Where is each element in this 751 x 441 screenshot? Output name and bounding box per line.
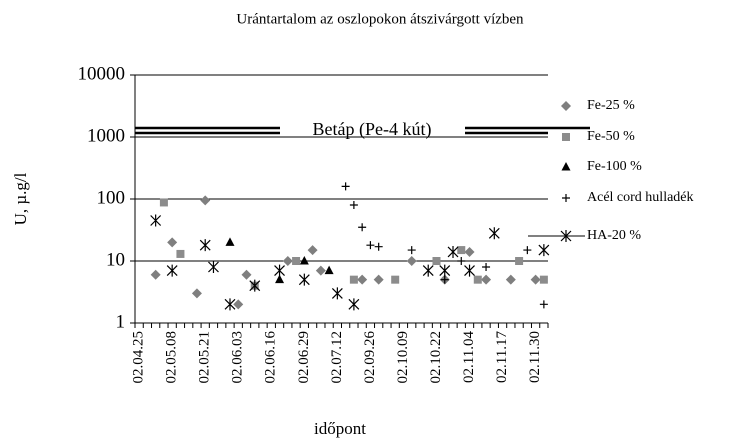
annotation: Betáp (Pe-4 kút)	[313, 119, 432, 140]
point	[249, 279, 261, 292]
point	[224, 298, 236, 311]
point	[199, 239, 211, 252]
point	[167, 237, 178, 248]
y-tick-label: 10000	[78, 63, 126, 84]
x-axis-label: időpont	[314, 419, 366, 438]
x-tick-label: 02.11.04	[461, 331, 477, 383]
y-tick-label: 1000	[87, 125, 125, 146]
point	[282, 256, 293, 266]
x-tick-label: 02.06.16	[263, 331, 279, 384]
legend-marker	[560, 230, 572, 242]
point	[422, 264, 434, 277]
point	[539, 300, 548, 309]
point	[166, 264, 178, 277]
legend-item: Fe-100 %	[561, 159, 642, 174]
point	[349, 275, 358, 284]
point	[358, 223, 367, 232]
point	[357, 274, 368, 285]
x-tick-label: 02.10.22	[428, 331, 444, 384]
point	[457, 246, 466, 255]
point	[292, 257, 301, 265]
point	[464, 264, 475, 277]
point	[324, 265, 334, 275]
legend-label: Acél cord hulladék	[587, 190, 694, 205]
x-tick-label: 02.05.08	[164, 331, 180, 384]
legend-marker	[561, 101, 571, 111]
legend-label: Fe-100 %	[587, 159, 642, 174]
x-tick-label: 02.10.09	[395, 331, 411, 384]
point	[539, 275, 548, 284]
point	[482, 263, 491, 272]
point	[348, 298, 360, 311]
legend-item: Fe-50 %	[562, 129, 635, 144]
point	[407, 246, 416, 255]
point	[299, 256, 309, 265]
point	[176, 249, 185, 258]
x-tick-label: 02.05.21	[197, 331, 213, 384]
point	[488, 227, 500, 240]
point	[200, 195, 211, 206]
chart-title: Urántartalom az oszlopokon átszivárgott …	[236, 11, 524, 27]
y-tick-label: 10	[106, 249, 125, 270]
legend-marker	[562, 194, 570, 202]
point	[432, 257, 441, 265]
x-tick-label: 02.11.17	[494, 331, 510, 383]
point	[473, 275, 482, 284]
point	[298, 273, 310, 286]
annotation-lines	[135, 126, 590, 135]
point	[225, 237, 235, 246]
point	[349, 201, 358, 210]
legend-label: HA-20 %	[587, 228, 641, 243]
point	[274, 264, 285, 277]
point	[233, 299, 244, 310]
x-tick-label: 02.07.12	[329, 331, 345, 384]
point	[464, 246, 475, 257]
point	[481, 274, 492, 285]
point	[457, 257, 466, 265]
point	[208, 261, 219, 274]
legend-item: Fe-25 %	[561, 98, 635, 113]
legend-item: Acél cord hulladék	[562, 190, 694, 205]
point	[406, 256, 417, 266]
point	[241, 269, 252, 280]
y-tick-label: 1	[116, 311, 126, 332]
point	[150, 214, 162, 227]
point	[538, 244, 550, 257]
point	[439, 264, 451, 277]
x-tick-label: 02.04.25	[131, 331, 147, 384]
point	[391, 275, 400, 284]
point	[373, 274, 384, 285]
x-tick-label: 02.06.29	[296, 331, 312, 384]
point	[440, 275, 449, 284]
point	[447, 245, 459, 258]
point	[341, 182, 350, 191]
point	[315, 265, 326, 276]
x-tick-label: 02.09.26	[362, 331, 378, 384]
legend-marker	[562, 133, 570, 141]
y-axis-label: U, µ.g/l	[11, 172, 30, 225]
point	[307, 245, 318, 256]
legend-label: Fe-25 %	[587, 98, 635, 113]
point	[523, 246, 532, 255]
legend-marker	[561, 162, 571, 171]
point	[505, 274, 516, 285]
point	[191, 288, 202, 299]
point	[374, 242, 383, 251]
y-tick-label: 100	[97, 187, 126, 208]
point	[530, 274, 541, 285]
legend-item: HA-20 %	[528, 228, 641, 243]
point	[150, 269, 161, 280]
x-tick-label: 02.06.03	[230, 331, 246, 384]
point	[331, 287, 343, 300]
point	[515, 257, 524, 265]
legend-label: Fe-50 %	[587, 129, 635, 144]
point	[159, 198, 168, 207]
point	[275, 274, 285, 284]
x-tick-label: 02.11.30	[527, 331, 543, 383]
point	[366, 241, 375, 250]
